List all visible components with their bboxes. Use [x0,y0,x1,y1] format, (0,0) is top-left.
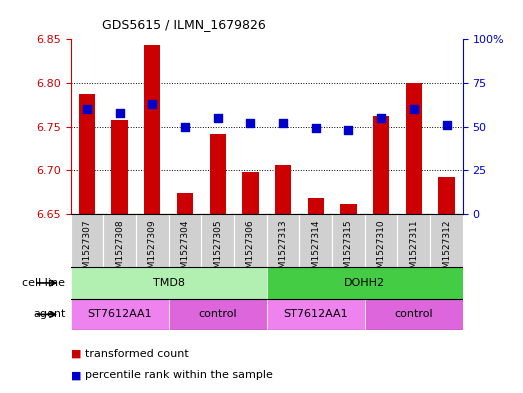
Bar [365,299,463,330]
Point [83,106,91,112]
Text: GSM1527305: GSM1527305 [213,219,222,280]
Bar [373,116,389,214]
Bar [267,214,299,267]
Bar [267,299,365,330]
Bar [267,267,463,299]
Text: transformed count: transformed count [85,349,189,359]
Point [213,115,222,121]
Bar [104,214,136,267]
Bar [242,172,258,214]
Text: GSM1527308: GSM1527308 [115,219,124,280]
Bar [365,214,397,267]
Point [442,122,451,128]
Point [181,123,189,130]
Text: GSM1527312: GSM1527312 [442,219,451,280]
Point [410,106,418,112]
Text: TMD8: TMD8 [153,278,185,288]
Text: DOHH2: DOHH2 [344,278,385,288]
Bar [340,204,357,214]
Bar [111,120,128,214]
Bar [406,83,422,214]
Bar [234,214,267,267]
Text: ST7612AA1: ST7612AA1 [87,309,152,320]
Point [344,127,353,133]
Text: GSM1527306: GSM1527306 [246,219,255,280]
Text: GSM1527315: GSM1527315 [344,219,353,280]
Bar [275,165,291,214]
Bar [71,299,168,330]
Point [279,120,287,127]
Text: agent: agent [33,309,65,320]
Text: GSM1527314: GSM1527314 [311,219,320,280]
Text: GSM1527309: GSM1527309 [148,219,157,280]
Bar [79,94,95,214]
Bar [71,214,104,267]
Text: percentile rank within the sample: percentile rank within the sample [85,370,273,380]
Text: GSM1527310: GSM1527310 [377,219,385,280]
Text: GSM1527307: GSM1527307 [83,219,92,280]
Text: GDS5615 / ILMN_1679826: GDS5615 / ILMN_1679826 [102,18,266,31]
Bar [168,299,267,330]
Bar [299,214,332,267]
Bar [177,193,193,214]
Bar [71,267,267,299]
Point [116,110,124,116]
Bar [144,46,161,214]
Text: control: control [394,309,433,320]
Bar [201,214,234,267]
Text: ST7612AA1: ST7612AA1 [283,309,348,320]
Point [148,101,156,107]
Point [377,115,385,121]
Point [246,120,255,127]
Bar [438,176,454,214]
Text: cell line: cell line [22,278,65,288]
Point [312,125,320,132]
Text: GSM1527311: GSM1527311 [410,219,418,280]
Text: GSM1527304: GSM1527304 [180,219,189,280]
Bar [168,214,201,267]
Bar [332,214,365,267]
Text: control: control [198,309,237,320]
Bar [308,198,324,214]
Bar [136,214,168,267]
Text: ■: ■ [71,370,81,380]
Text: GSM1527313: GSM1527313 [279,219,288,280]
Bar [397,214,430,267]
Bar [210,134,226,214]
Bar [430,214,463,267]
Text: ■: ■ [71,349,81,359]
